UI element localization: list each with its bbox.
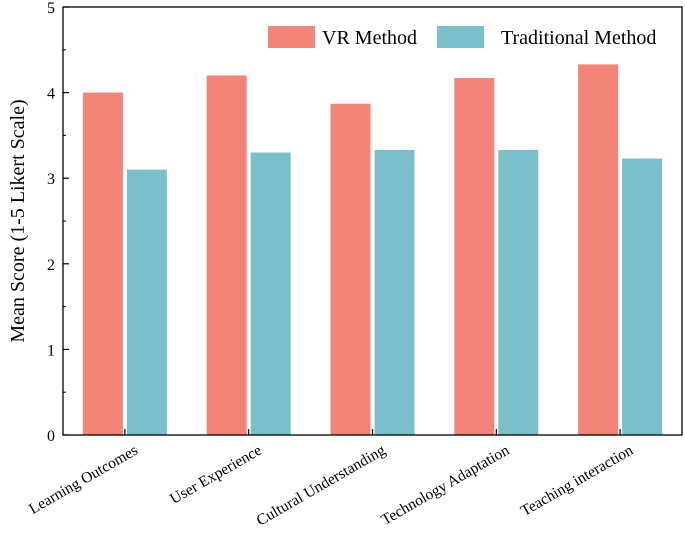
- legend: VR Method Traditional Method: [268, 26, 656, 49]
- x-tick-label-user-experience: User Experience: [167, 442, 265, 508]
- bar-traditional-method-user-experience: [250, 152, 291, 435]
- y-tick-label: 4: [47, 86, 55, 103]
- bar-vr-method-learning-outcomes: [82, 92, 123, 435]
- bar-traditional-method-cultural-understanding: [374, 149, 415, 435]
- legend-label-traditional-method: Traditional Method: [501, 27, 656, 49]
- legend-swatch-traditional-method: [437, 26, 484, 48]
- bar-vr-method-user-experience: [206, 75, 247, 435]
- bar-vr-method-technology-adaptation: [454, 78, 495, 435]
- y-tick-label: 1: [47, 342, 55, 359]
- bar-vr-method-cultural-understanding: [330, 103, 371, 435]
- bar-traditional-method-learning-outcomes: [126, 169, 167, 435]
- bar-vr-method-teaching-interaction: [578, 64, 619, 436]
- plot-frame: [62, 6, 683, 436]
- legend-swatch-vr-method: [268, 26, 315, 48]
- y-tick-label: 3: [47, 171, 55, 188]
- y-axis-ticks: 0 1 2 3 4 5: [47, 0, 69, 445]
- x-tick-label-cultural-understanding: Cultural Understanding: [254, 442, 389, 530]
- y-tick-label: 5: [47, 0, 55, 17]
- legend-label-vr-method: VR Method: [322, 27, 417, 49]
- bars-layer: [82, 64, 663, 436]
- bar-traditional-method-teaching-interaction: [622, 158, 663, 435]
- y-tick-label: 2: [47, 257, 55, 274]
- x-tick-label-teaching-interaction: Teaching interaction: [518, 442, 636, 520]
- y-axis-title: Mean Score (1-5 Likert Scale): [7, 99, 29, 342]
- bar-traditional-method-technology-adaptation: [498, 149, 539, 435]
- x-tick-label-learning-outcomes: Learning Outcomes: [26, 442, 141, 518]
- x-axis-ticks: Learning Outcomes User ExperienceCultural…: [26, 429, 636, 529]
- y-tick-label: 0: [47, 428, 55, 445]
- x-tick-label-technology-adaptation: Technology Adaptation: [378, 442, 512, 529]
